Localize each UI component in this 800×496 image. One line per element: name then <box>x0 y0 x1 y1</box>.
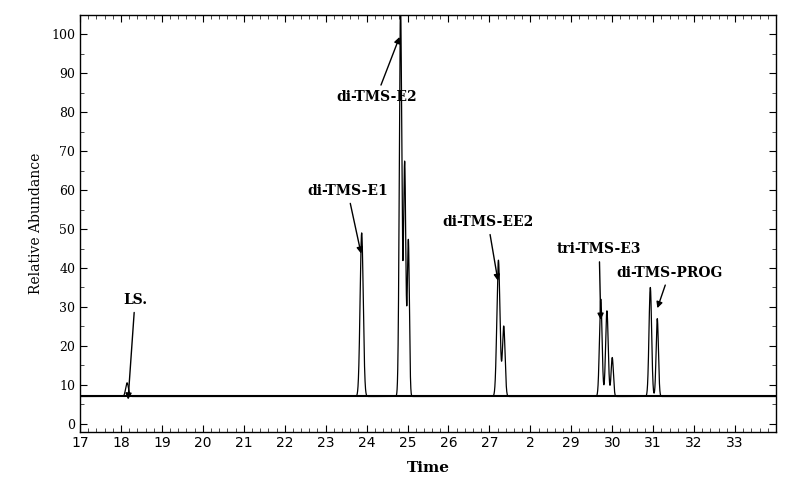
Text: LS.: LS. <box>123 293 147 398</box>
Text: tri-TMS-E3: tri-TMS-E3 <box>557 243 642 318</box>
Y-axis label: Relative Abundance: Relative Abundance <box>29 152 43 294</box>
X-axis label: Time: Time <box>406 461 450 476</box>
Text: di-TMS-E2: di-TMS-E2 <box>336 38 417 105</box>
Text: di-TMS-EE2: di-TMS-EE2 <box>442 215 534 279</box>
Text: di-TMS-E1: di-TMS-E1 <box>307 184 388 252</box>
Text: di-TMS-PROG: di-TMS-PROG <box>616 266 722 307</box>
